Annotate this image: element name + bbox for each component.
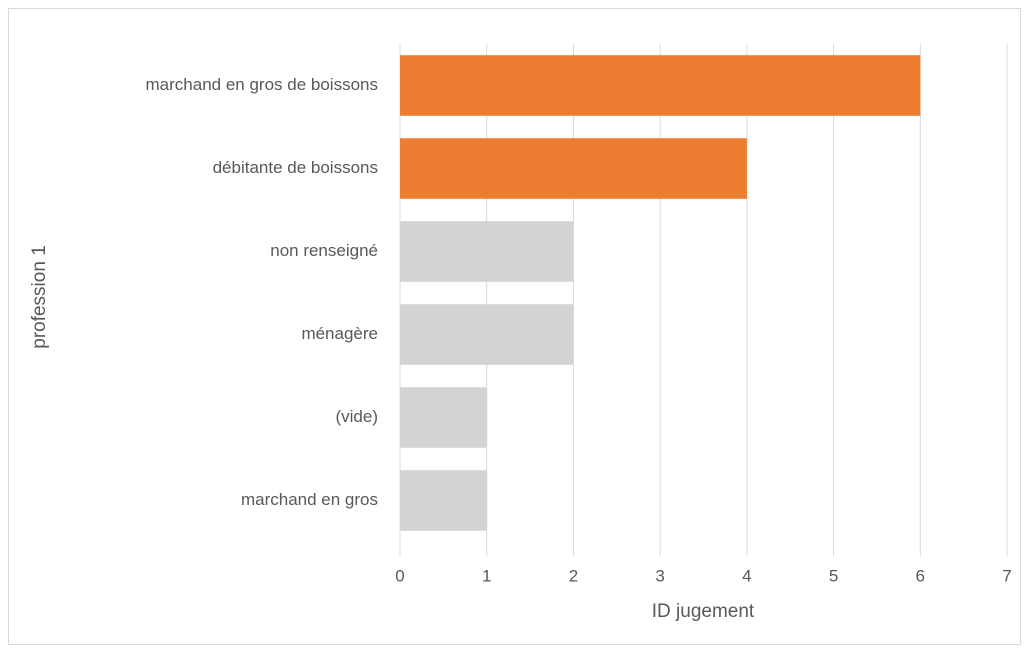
y-axis-title: profession 1 [29,245,50,349]
y-tick-label: marchand en gros [241,490,378,509]
bar [400,304,574,365]
bar [400,470,487,531]
y-tick-label: ménagère [301,324,378,343]
y-tick-label: non renseigné [270,241,378,260]
x-tick-label: 5 [829,566,838,585]
x-axis-title: ID jugement [652,601,755,622]
x-tick-label: 3 [655,566,664,585]
x-tick-label: 4 [742,566,751,585]
bar [400,55,921,116]
y-tick-label: marchand en gros de boissons [146,75,378,94]
x-tick-label: 6 [916,566,925,585]
bar [400,387,487,448]
bar [400,221,574,282]
x-tick-label: 7 [1002,566,1011,585]
bar [400,138,747,199]
x-tick-label: 1 [482,566,491,585]
x-tick-label: 0 [395,566,404,585]
y-tick-label: débitante de boissons [213,158,378,177]
x-tick-label: 2 [569,566,578,585]
y-tick-label: (vide) [335,407,378,426]
